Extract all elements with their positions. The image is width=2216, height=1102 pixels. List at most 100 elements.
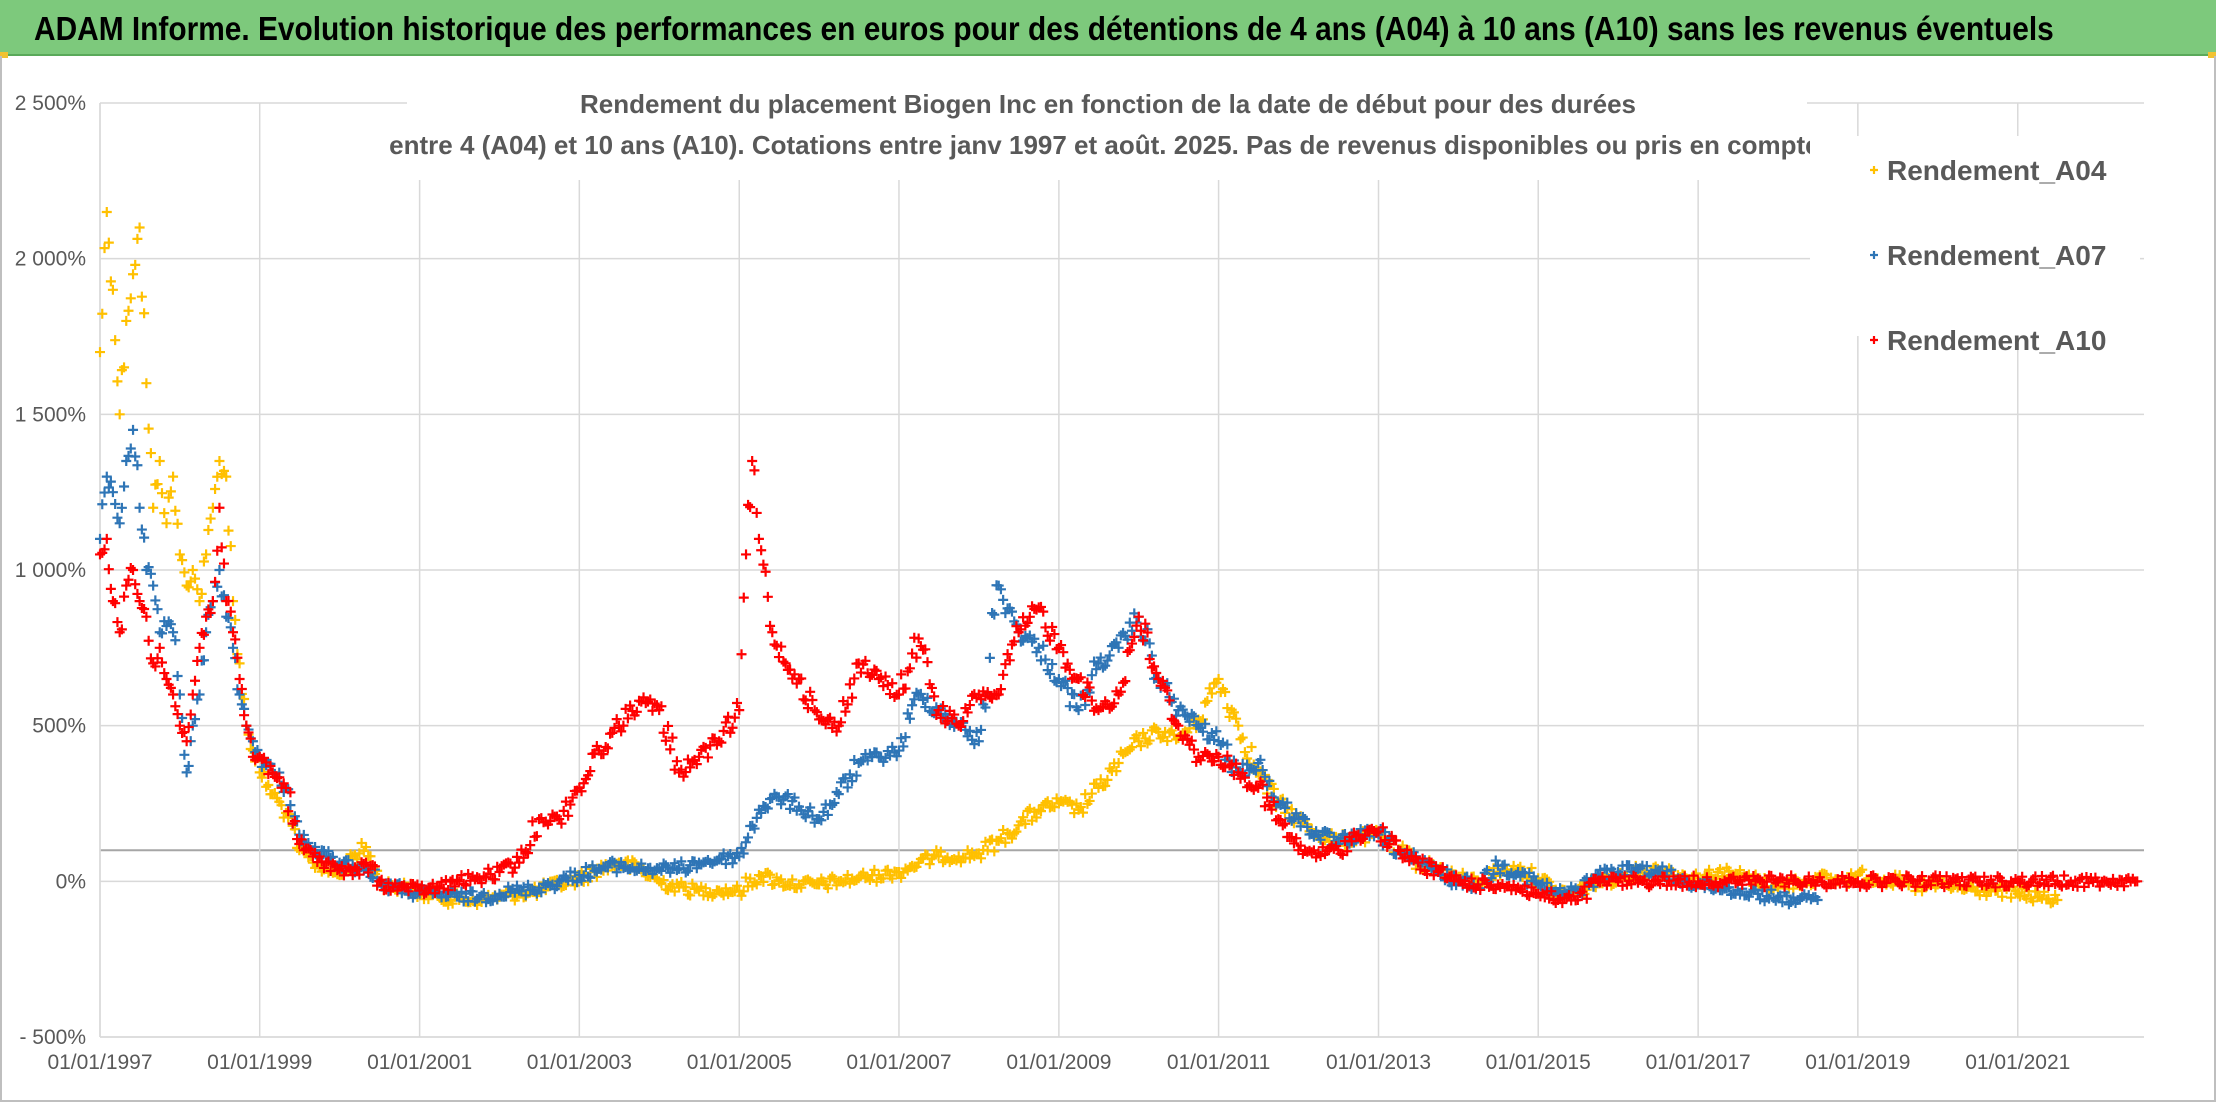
data-point-fill xyxy=(762,867,773,878)
data-point-fill xyxy=(2056,881,2067,892)
data-point-fill xyxy=(1342,846,1353,857)
data-point-fill xyxy=(869,864,880,875)
data-point-fill xyxy=(119,362,130,373)
data-point-fill xyxy=(136,524,147,535)
data-point-fill xyxy=(1925,880,1936,891)
data-point-fill xyxy=(785,664,796,675)
data-point-fill xyxy=(1206,688,1217,699)
data-point-fill xyxy=(1855,866,1866,877)
chart-title-line-2: entre 4 (A04) et 10 ans (A10). Cotations… xyxy=(389,130,1827,160)
data-point-fill xyxy=(159,668,170,679)
data-point-fill xyxy=(1495,868,1506,879)
data-point-fill xyxy=(1863,879,1874,890)
data-point-fill xyxy=(602,743,613,754)
data-point xyxy=(187,689,198,700)
data-point-fill xyxy=(616,857,627,868)
data-point-fill xyxy=(882,680,893,691)
data-point-fill xyxy=(1177,704,1188,715)
data-point-fill xyxy=(1120,676,1131,687)
data-point xyxy=(128,269,139,280)
data-point-fill xyxy=(116,502,127,513)
data-point-fill xyxy=(463,869,474,880)
data-point-fill xyxy=(105,583,116,594)
data-point-fill xyxy=(798,694,809,705)
data-point-fill xyxy=(911,652,922,663)
data-point-fill xyxy=(2034,891,2045,902)
data-point-fill xyxy=(447,898,458,909)
data-point-fill xyxy=(685,762,696,773)
data-point-fill xyxy=(1191,756,1202,767)
data-point-fill xyxy=(1346,836,1357,847)
data-point-fill xyxy=(483,863,494,874)
data-point xyxy=(101,206,112,217)
data-point-fill xyxy=(749,823,760,834)
data-point xyxy=(228,627,239,638)
data-point-fill xyxy=(789,792,800,803)
data-point-fill xyxy=(1124,645,1135,656)
data-point xyxy=(174,549,185,560)
data-point-fill xyxy=(782,789,793,800)
data-point-fill xyxy=(1770,877,1781,888)
data-point-fill xyxy=(198,629,209,640)
data-point xyxy=(168,471,179,482)
data-point-fill xyxy=(851,875,862,886)
data-point xyxy=(107,487,118,498)
data-point-fill xyxy=(1109,698,1120,709)
data-point-fill xyxy=(352,864,363,875)
data-point-fill xyxy=(112,512,123,523)
data-point xyxy=(128,565,139,575)
data-point-fill xyxy=(110,598,121,609)
data-point-fill xyxy=(145,448,156,459)
data-point xyxy=(121,456,132,467)
data-point-fill xyxy=(1624,860,1635,871)
data-point-fill xyxy=(218,590,229,601)
data-point-fill xyxy=(738,848,749,859)
data-point-fill xyxy=(902,708,913,719)
data-point-fill xyxy=(598,749,609,760)
data-point-fill xyxy=(110,498,121,509)
data-point-fill xyxy=(1004,655,1015,666)
data-point-fill xyxy=(460,880,471,891)
data-point-fill xyxy=(1009,636,1020,647)
data-point-fill xyxy=(216,542,227,553)
data-point-fill xyxy=(871,665,882,676)
data-point-fill xyxy=(720,717,731,728)
data-point-fill xyxy=(1661,866,1672,877)
data-point-fill xyxy=(844,769,855,780)
data-point-fill xyxy=(1011,826,1022,837)
data-point-fill xyxy=(1060,675,1071,686)
data-point-fill xyxy=(665,744,676,755)
data-point-fill xyxy=(1628,870,1639,881)
data-point-fill xyxy=(1288,838,1299,849)
data-point-fill xyxy=(1131,730,1142,741)
data-point-fill xyxy=(887,873,898,884)
data-point-fill xyxy=(1086,670,1097,681)
data-point-fill xyxy=(989,846,1000,857)
x-tick-label: 01/01/2009 xyxy=(1006,1051,1111,1074)
data-point-fill xyxy=(97,499,108,510)
data-point-fill xyxy=(882,864,893,875)
y-tick-label: 2 000% xyxy=(15,248,86,271)
data-point-fill xyxy=(531,888,542,899)
data-point-fill xyxy=(1814,872,1825,883)
data-point-fill xyxy=(745,502,756,513)
data-point-fill xyxy=(212,581,223,592)
data-point-fill xyxy=(622,713,633,724)
data-point-fill xyxy=(1701,872,1712,883)
data-point xyxy=(214,456,225,467)
data-point-fill xyxy=(1024,611,1035,622)
y-axis: - 500% 0% 500% 1 000% 1 500% 2 000% 2 500% xyxy=(15,92,86,1049)
data-point-fill xyxy=(485,869,496,880)
data-point xyxy=(267,767,278,778)
data-point-fill xyxy=(232,652,243,663)
data-point-fill xyxy=(365,851,376,862)
data-point-fill xyxy=(105,476,116,487)
data-point-fill xyxy=(196,627,207,638)
data-point-fill xyxy=(1377,822,1388,833)
data-point-fill xyxy=(743,499,754,510)
data-point-fill xyxy=(520,846,531,857)
data-point-fill xyxy=(198,556,209,567)
data-point-fill xyxy=(785,803,796,814)
data-point-fill xyxy=(1162,685,1173,696)
data-point-fill xyxy=(278,778,289,789)
